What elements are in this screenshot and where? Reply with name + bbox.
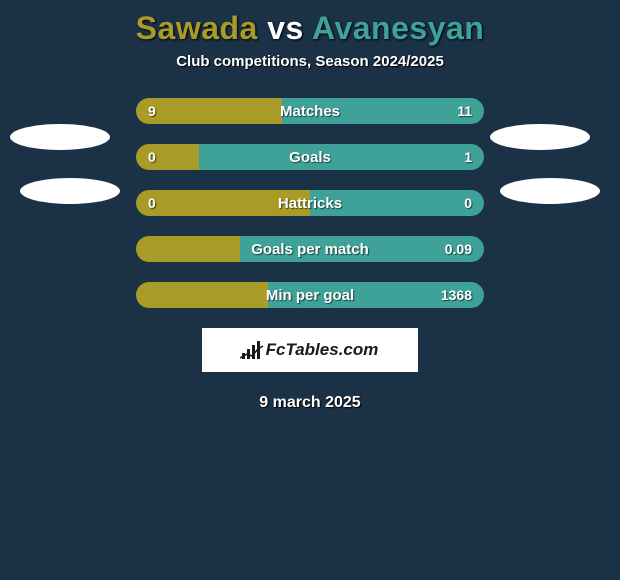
bar-right (268, 282, 484, 308)
stat-bar-track (136, 282, 484, 308)
stat-bar-track (136, 98, 484, 124)
player1-name: Sawada (136, 10, 258, 46)
stat-row: Hattricks00 (136, 190, 484, 216)
bar-left (136, 190, 310, 216)
stat-row: Goals per match0.09 (136, 236, 484, 262)
bar-left (136, 98, 282, 124)
brand-text: FcTables.com (266, 340, 379, 360)
bar-left (136, 144, 199, 170)
bar-chart-icon (242, 341, 260, 359)
avatar (10, 124, 110, 150)
bar-right (282, 98, 484, 124)
avatar (490, 124, 590, 150)
date-text: 9 march 2025 (0, 394, 620, 412)
bar-right (240, 236, 484, 262)
stat-row: Goals01 (136, 144, 484, 170)
avatar (500, 178, 600, 204)
page-title: Sawada vs Avanesyan (0, 0, 620, 53)
bar-left (136, 236, 240, 262)
avatar (20, 178, 120, 204)
bar-left (136, 282, 268, 308)
stat-bar-track (136, 144, 484, 170)
brand-box[interactable]: FcTables.com (202, 328, 418, 372)
stat-row: Matches911 (136, 98, 484, 124)
vs-text: vs (267, 10, 304, 46)
bar-right (310, 190, 484, 216)
bar-right (199, 144, 484, 170)
stat-bar-track (136, 190, 484, 216)
player2-name: Avanesyan (312, 10, 484, 46)
stat-rows: Matches911 Goals01 Hattricks00 Goals per ma… (136, 98, 484, 308)
stat-bar-track (136, 236, 484, 262)
stat-row: Min per goal1368 (136, 282, 484, 308)
subtitle: Club competitions, Season 2024/2025 (0, 53, 620, 70)
